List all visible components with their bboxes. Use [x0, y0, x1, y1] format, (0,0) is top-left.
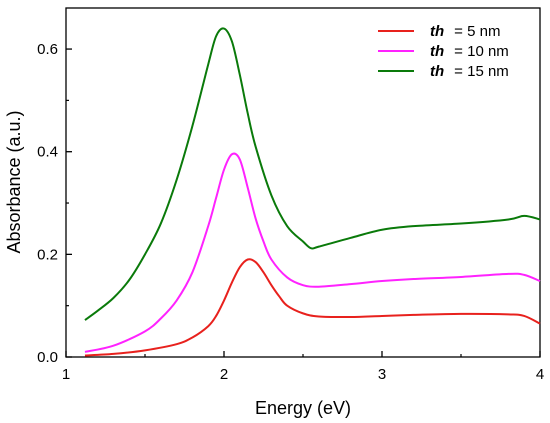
y-tick-label: 0.2 — [37, 246, 58, 263]
x-tick-label: 4 — [536, 366, 544, 383]
legend-label-3: th = 15 nm — [430, 63, 509, 80]
x-tick-label: 2 — [220, 366, 228, 383]
y-axis-title: Absorbance (a.u.) — [4, 110, 24, 253]
legend-label-2: th = 10 nm — [430, 43, 509, 60]
ticks-layer: 1 2 3 4 0.0 0.2 0.4 0.6 — [37, 41, 544, 383]
series-line-2 — [84, 152, 541, 353]
series-line-3 — [84, 27, 541, 321]
legend: th = 5 nm th = 10 nm th = 15 nm — [378, 23, 509, 80]
legend-label-1: th = 5 nm — [430, 23, 500, 40]
y-tick-label: 0.0 — [37, 349, 58, 366]
series-layer — [84, 27, 541, 357]
y-tick-label: 0.6 — [37, 41, 58, 58]
x-tick-label: 3 — [378, 366, 386, 383]
plot-frame — [65, 7, 541, 358]
y-tick-label: 0.4 — [37, 144, 58, 161]
x-tick-label: 1 — [62, 366, 70, 383]
x-axis-title: Energy (eV) — [255, 398, 351, 418]
series-line-1 — [84, 258, 541, 357]
